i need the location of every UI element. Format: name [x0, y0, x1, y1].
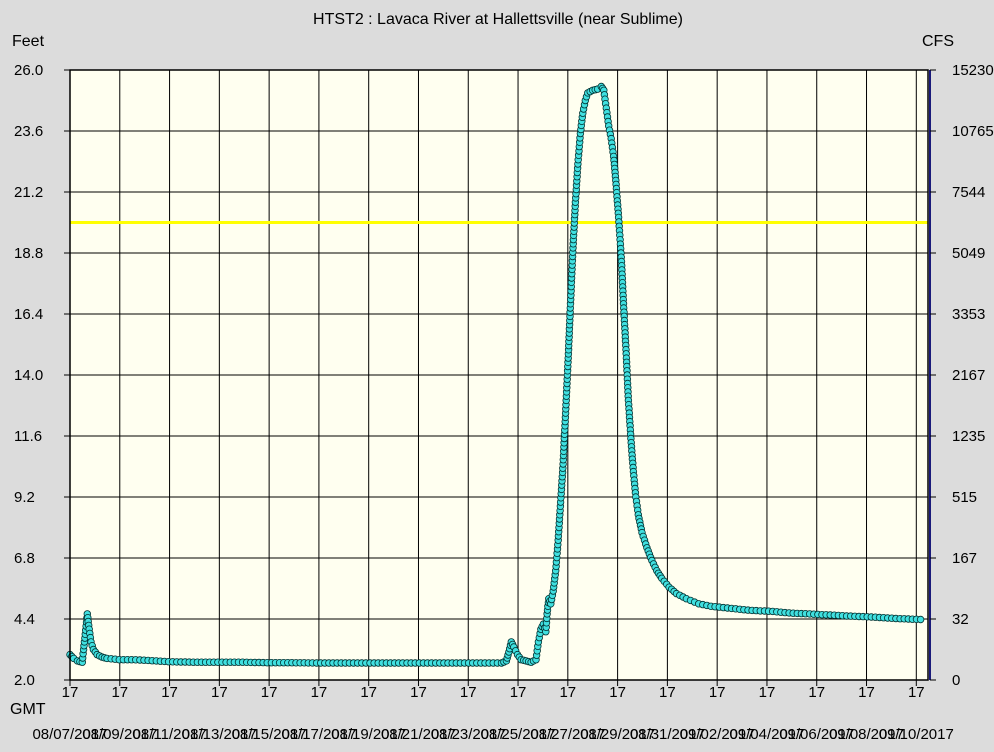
x-tick-label-bottom: 08/25/2017: [481, 726, 556, 743]
chart-title: HTST2 : Lavaca River at Hallettsville (n…: [313, 11, 683, 28]
x-tick-label-bottom: 08/17/2017: [281, 726, 356, 743]
x-tick-label-top: 17: [808, 684, 825, 701]
y-tick-label: 21.2: [14, 184, 43, 201]
x-tick-label-bottom: 09/10/2017: [879, 726, 954, 743]
x-tick-label-bottom: 09/08/2017: [829, 726, 904, 743]
y-tick-label: 9.2: [14, 489, 35, 506]
x-tick-label-bottom: 08/31/2017: [630, 726, 705, 743]
x-tick-label-bottom: 08/11/2017: [133, 726, 207, 743]
y-tick-label: 16.4: [14, 306, 43, 323]
x-tick-label-bottom: 09/02/2017: [680, 726, 755, 743]
x-tick-label-top: 17: [360, 684, 377, 701]
x-tick-label-top: 17: [709, 684, 726, 701]
axes: 2.0 4.4 6.8 9.2 11.6 14.0 16.4 18.8 21.2 23.6 26.0…: [14, 62, 994, 743]
x-tick-label-top: 17: [460, 684, 477, 701]
x-tick-label-top: 17: [211, 684, 228, 701]
x-tick-label-top: 17: [510, 684, 527, 701]
x-tick-label-bottom: 08/27/2017: [530, 726, 605, 743]
x-tick-label-bottom: 08/07/2017: [32, 726, 107, 743]
y-axis-right-label: CFS: [922, 33, 954, 50]
y-tick-label: 18.8: [14, 245, 43, 262]
x-tick-label-top: 17: [410, 684, 427, 701]
y-right-tick-label: 3353: [952, 306, 985, 323]
x-tick-label-bottom: 08/13/2017: [182, 726, 257, 743]
x-tick-label-bottom: 09/06/2017: [779, 726, 854, 743]
y-tick-label: 26.0: [14, 62, 43, 79]
y-right-tick-label: 15230: [952, 62, 994, 79]
x-tick-label-top: 17: [659, 684, 676, 701]
x-tick-label-top: 17: [609, 684, 626, 701]
y-right-tick-label: 1235: [952, 428, 985, 445]
x-axis-label: GMT: [10, 701, 46, 718]
x-tick-label-bottom: 08/29/2017: [580, 726, 655, 743]
data-points: [66, 82, 925, 667]
x-tick-label-top: 17: [111, 684, 128, 701]
y-right-tick-label: 2167: [952, 367, 985, 384]
y-tick-label: 14.0: [14, 367, 43, 384]
y-tick-label: 6.8: [14, 550, 35, 567]
y-right-tick-label: 167: [952, 550, 977, 567]
y-right-tick-label: 32: [952, 611, 969, 628]
x-tick-label-top: 17: [559, 684, 576, 701]
y-tick-label: 4.4: [14, 611, 35, 628]
x-tick-label-bottom: 09/04/2017: [729, 726, 804, 743]
x-tick-label-bottom: 08/09/2017: [82, 726, 157, 743]
y-right-tick-label: 7544: [952, 184, 985, 201]
y-right-tick-label: 10765: [952, 123, 994, 140]
x-tick-label-bottom: 08/15/2017: [232, 726, 307, 743]
x-tick-label-bottom: 08/23/2017: [431, 726, 506, 743]
y-tick-label: 2.0: [14, 672, 35, 689]
x-tick-label-top: 17: [908, 684, 925, 701]
y-tick-label: 11.6: [14, 428, 42, 445]
y-tick-label: 23.6: [14, 123, 43, 140]
x-tick-label-top: 17: [161, 684, 178, 701]
x-tick-label-top: 17: [261, 684, 278, 701]
x-tick-label-top: 17: [759, 684, 776, 701]
y-axis-left-label: Feet: [12, 33, 45, 50]
x-tick-label-bottom: 08/19/2017: [331, 726, 406, 743]
y-right-tick-label: 515: [952, 489, 977, 506]
x-tick-label-bottom: 08/21/2017: [381, 726, 456, 743]
data-point: [916, 615, 925, 624]
y-right-tick-label: 0: [952, 672, 960, 689]
x-tick-label-top: 17: [62, 684, 79, 701]
x-tick-label-top: 17: [858, 684, 875, 701]
y-right-tick-label: 5049: [952, 245, 985, 262]
x-tick-label-top: 17: [311, 684, 328, 701]
